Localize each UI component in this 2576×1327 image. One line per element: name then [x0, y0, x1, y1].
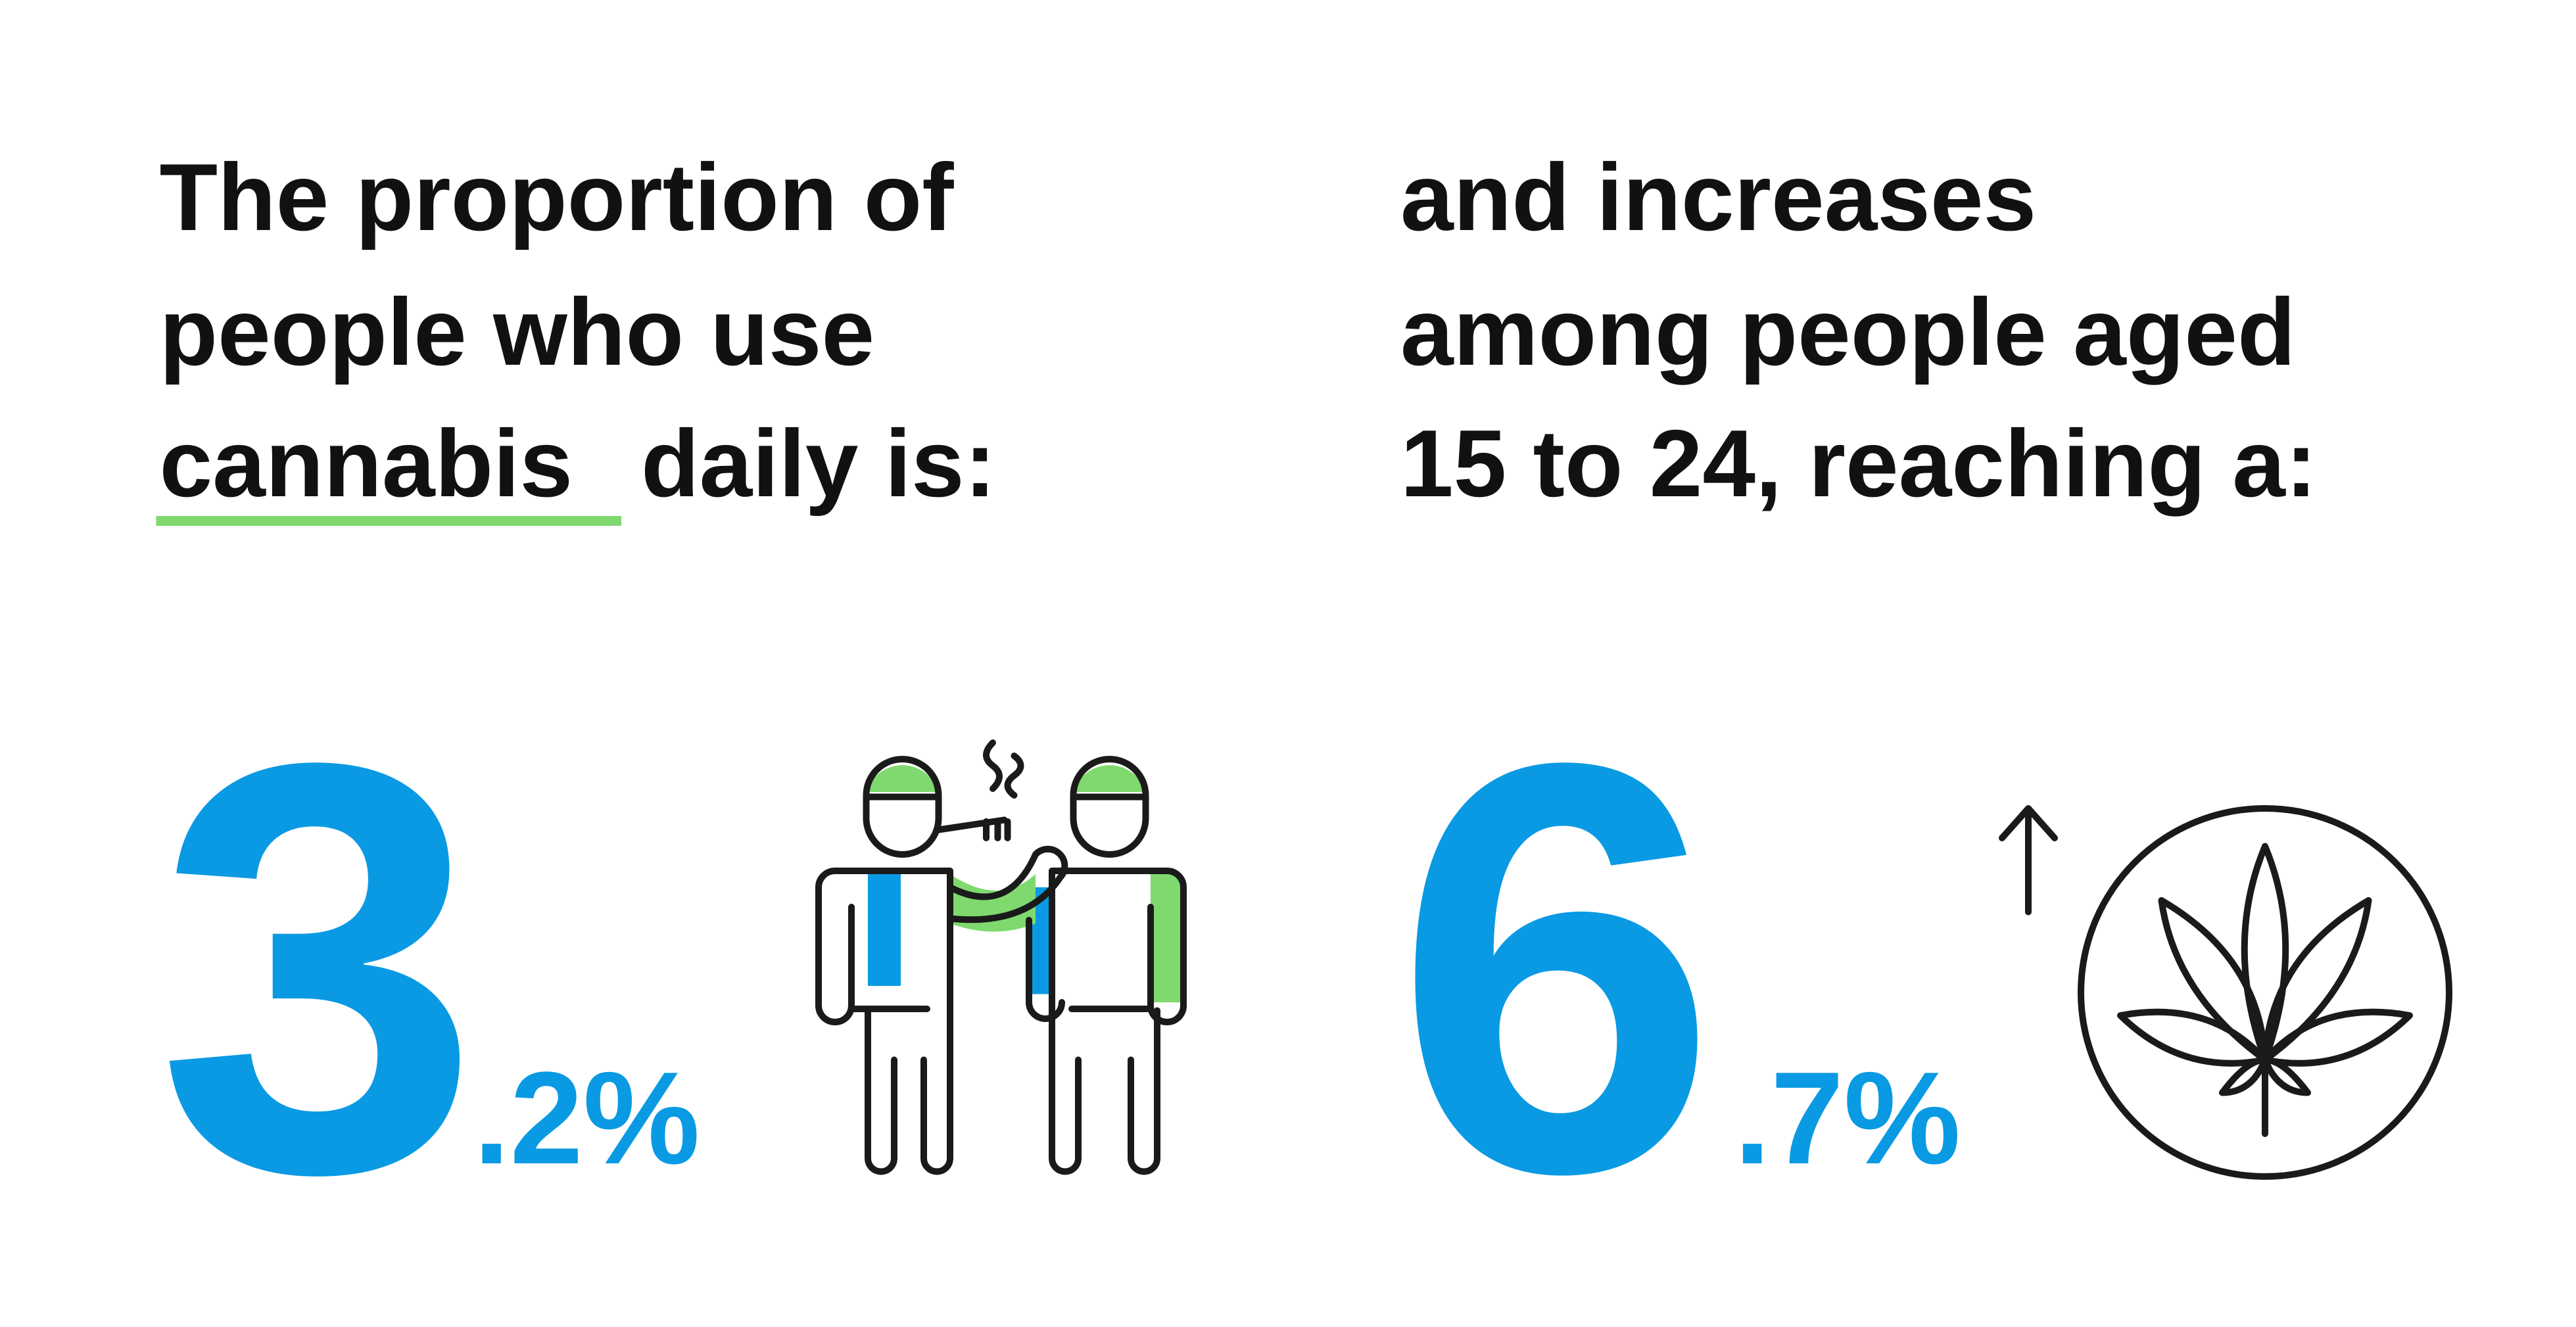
heading-line: daily is: — [641, 410, 996, 517]
heading-line: people who use — [160, 279, 875, 385]
highlight-word: cannabis — [160, 410, 573, 517]
up-arrow — [1999, 805, 2059, 916]
underline — [156, 516, 622, 526]
stat-fraction: .7% — [1734, 1045, 1961, 1192]
cannabis-leaf-icon — [2078, 805, 2453, 1180]
stat-whole: 6 — [1394, 643, 1719, 1294]
heading-line: among people aged — [1400, 279, 2296, 385]
heading-line: and increases — [1400, 144, 2036, 250]
stat-whole: 3 — [156, 643, 481, 1294]
heading-line: 15 to 24, reaching a: — [1400, 410, 2317, 517]
people-icon — [815, 739, 1187, 1175]
stat-fraction: .2% — [473, 1045, 700, 1192]
heading-line: The proportion of — [160, 144, 955, 250]
